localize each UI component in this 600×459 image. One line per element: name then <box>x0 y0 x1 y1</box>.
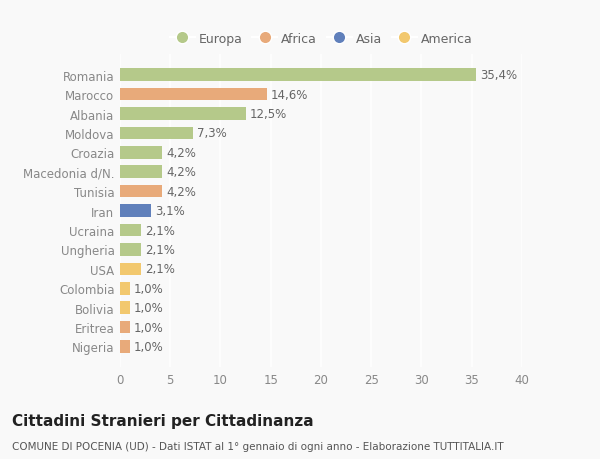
Text: 2,1%: 2,1% <box>145 243 175 257</box>
Bar <box>120 244 141 256</box>
Bar <box>120 69 476 82</box>
Text: 7,3%: 7,3% <box>197 127 227 140</box>
Text: 4,2%: 4,2% <box>166 166 196 179</box>
Text: 2,1%: 2,1% <box>145 263 175 276</box>
Bar <box>120 341 130 353</box>
Legend: Europa, Africa, Asia, America: Europa, Africa, Asia, America <box>167 30 475 48</box>
Bar <box>120 263 141 275</box>
Bar <box>120 205 151 218</box>
Bar <box>120 224 141 237</box>
Text: 1,0%: 1,0% <box>134 282 164 295</box>
Bar <box>120 282 130 295</box>
Text: COMUNE DI POCENIA (UD) - Dati ISTAT al 1° gennaio di ogni anno - Elaborazione TU: COMUNE DI POCENIA (UD) - Dati ISTAT al 1… <box>12 441 503 451</box>
Bar <box>120 108 245 121</box>
Text: 1,0%: 1,0% <box>134 340 164 353</box>
Text: 4,2%: 4,2% <box>166 146 196 160</box>
Text: 3,1%: 3,1% <box>155 205 185 218</box>
Bar <box>120 321 130 334</box>
Bar <box>120 127 193 140</box>
Text: 1,0%: 1,0% <box>134 321 164 334</box>
Text: 14,6%: 14,6% <box>271 89 308 101</box>
Text: 2,1%: 2,1% <box>145 224 175 237</box>
Bar <box>120 185 162 198</box>
Text: 4,2%: 4,2% <box>166 185 196 198</box>
Bar <box>120 302 130 314</box>
Text: 12,5%: 12,5% <box>250 108 287 121</box>
Text: 1,0%: 1,0% <box>134 302 164 314</box>
Text: Cittadini Stranieri per Cittadinanza: Cittadini Stranieri per Cittadinanza <box>12 413 314 428</box>
Bar <box>120 147 162 159</box>
Text: 35,4%: 35,4% <box>480 69 517 82</box>
Bar <box>120 166 162 179</box>
Bar <box>120 89 267 101</box>
